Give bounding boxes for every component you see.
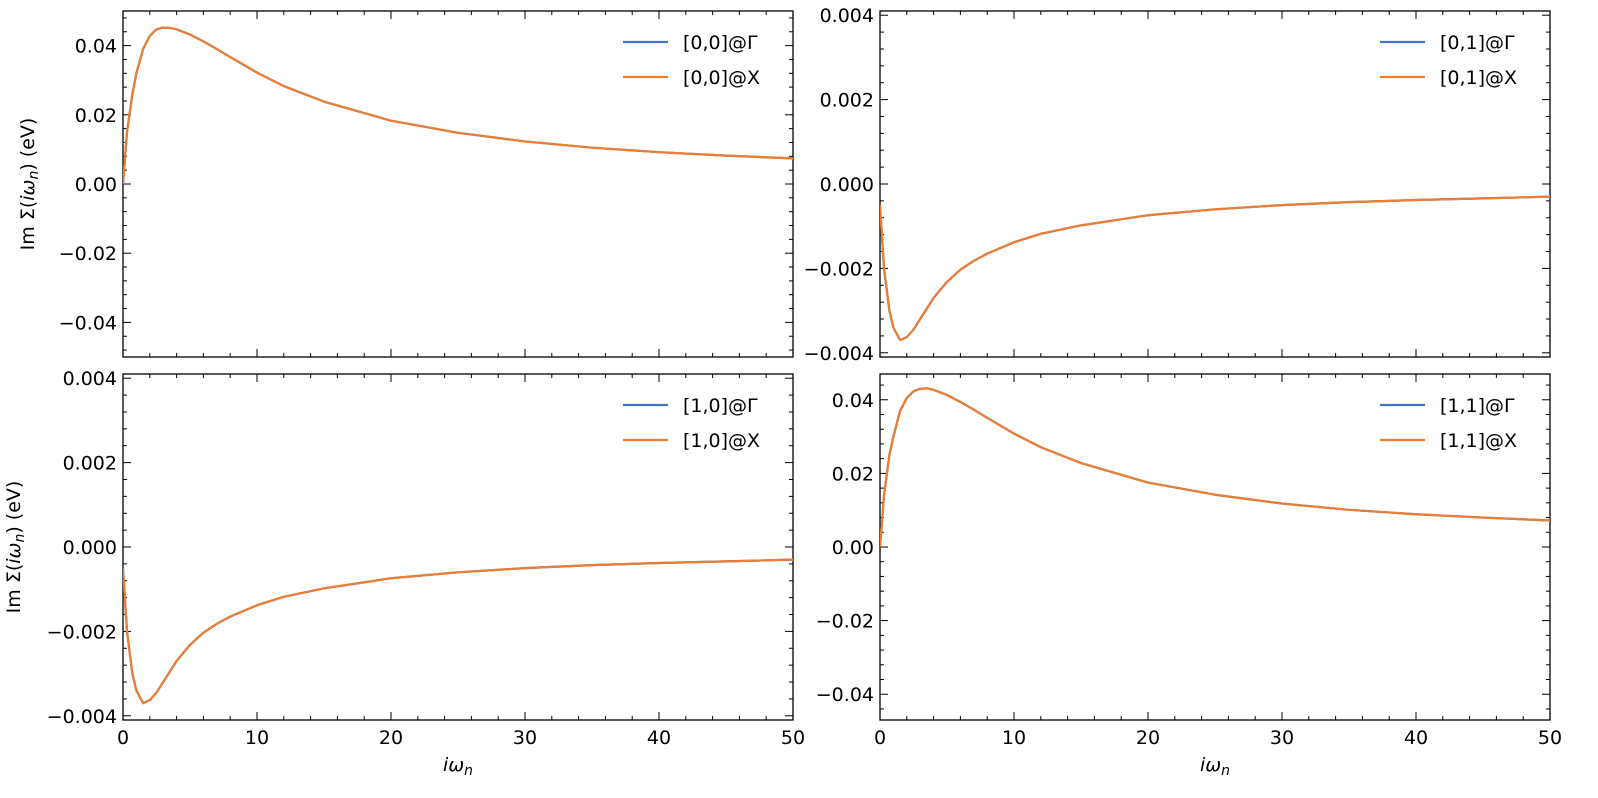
panel-p00: −0.04 −0.02 0.00 0.02 0.04 Im Σ(iωn) (eV) [0,0…	[17, 10, 794, 358]
y-tick-label: −0.002	[804, 258, 874, 280]
legend-label: [1,1]@X	[1440, 430, 1517, 452]
series-line-x	[123, 26, 793, 185]
y-tick-label: −0.004	[47, 706, 117, 728]
x-tick-label: 20	[379, 727, 403, 749]
y-tick-label: 0.00	[832, 537, 874, 559]
x-tick-label: 30	[1270, 727, 1294, 749]
axes-frame	[879, 373, 1551, 721]
y-tick-label: 0.04	[832, 390, 874, 412]
y-axis-label: Im Σ(iωn) (eV)	[17, 118, 42, 251]
legend-label: [0,1]@X	[1440, 67, 1517, 89]
series-line-x	[880, 387, 1550, 548]
y-tick-label: −0.02	[816, 611, 874, 633]
x-tick-label: 50	[1538, 727, 1562, 749]
legend-label: [1,0]@X	[683, 430, 760, 452]
legend-label: [1,0]@Γ	[683, 395, 758, 417]
y-tick-label: 0.02	[832, 463, 874, 485]
panel-p11: 0 10 20 30 40 50 −0.04 −0.02 0.00 0.02 0.04 iωn [1,1…	[816, 373, 1562, 779]
x-tick-label: 20	[1136, 727, 1160, 749]
y-tick-label: −0.02	[59, 243, 117, 265]
series-line-gamma	[123, 558, 793, 705]
axes-frame	[879, 10, 1551, 358]
y-tick-label: 0.004	[820, 5, 874, 27]
y-tick-label: −0.004	[804, 343, 874, 365]
legend-label: [0,0]@X	[683, 67, 760, 89]
x-axis-label: iωn	[1200, 754, 1230, 779]
x-tick-label: 40	[1404, 727, 1428, 749]
x-tick-label: 10	[1002, 727, 1026, 749]
y-tick-label: 0.00	[75, 174, 117, 196]
series-line-x	[123, 558, 793, 705]
x-axis-label: iωn	[443, 754, 473, 779]
legend-label: [0,0]@Γ	[683, 32, 758, 54]
x-tick-label: 30	[513, 727, 537, 749]
x-tick-label: 0	[117, 727, 129, 749]
series-line-x	[880, 195, 1550, 342]
y-axis-label: Im Σ(iωn) (eV)	[3, 481, 28, 614]
series-line-gamma	[880, 195, 1550, 342]
x-tick-label: 50	[781, 727, 805, 749]
y-tick-label: 0.002	[63, 453, 117, 475]
axes-frame	[122, 373, 794, 721]
y-tick-label: 0.02	[75, 105, 117, 127]
y-tick-label: −0.04	[59, 312, 117, 334]
x-tick-label: 0	[874, 727, 886, 749]
y-tick-label: 0.000	[820, 174, 874, 196]
x-tick-label: 10	[245, 727, 269, 749]
y-tick-label: −0.04	[816, 684, 874, 706]
panel-p10: 0 10 20 30 40 50 −0.004 −0.002 0.000 0.002 0.004 Im…	[3, 368, 805, 779]
y-tick-label: 0.000	[63, 537, 117, 559]
y-tick-label: 0.004	[63, 368, 117, 390]
y-tick-label: 0.002	[820, 90, 874, 112]
x-tick-label: 40	[647, 727, 671, 749]
legend-label: [1,1]@Γ	[1440, 395, 1515, 417]
panel-p01: −0.004 −0.002 0.000 0.002 0.004 [0,1]@Γ [0,1]@…	[804, 5, 1551, 365]
legend-label: [0,1]@Γ	[1440, 32, 1515, 54]
y-tick-label: −0.002	[47, 621, 117, 643]
axes-frame	[122, 10, 794, 358]
y-tick-label: 0.04	[75, 36, 117, 58]
